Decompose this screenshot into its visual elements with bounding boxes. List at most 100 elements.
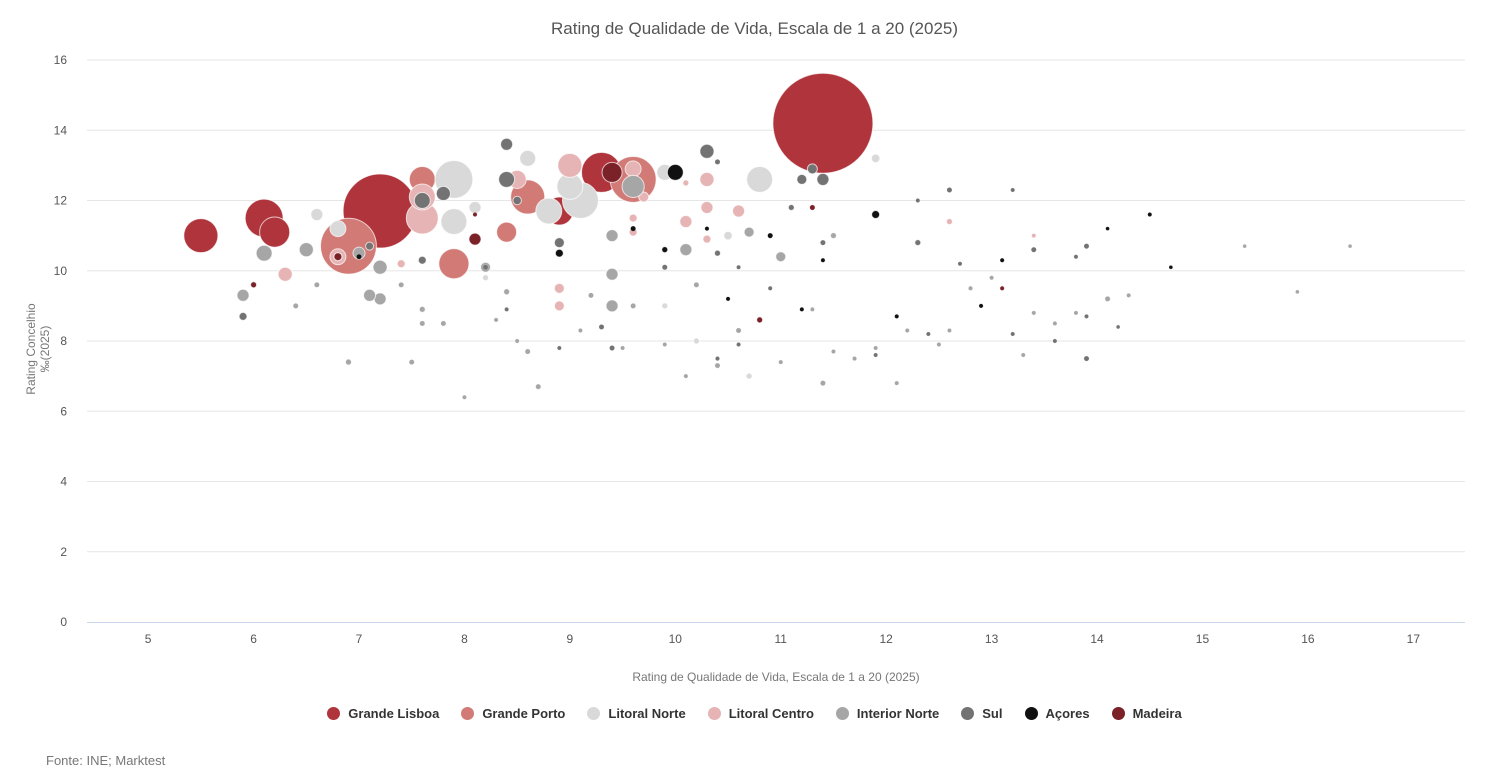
bubble-a-ores xyxy=(666,163,684,181)
y-tick-label: 2 xyxy=(60,545,67,559)
bubble-interior-norte xyxy=(524,348,531,355)
bubble-litoral-norte xyxy=(535,197,563,225)
bubble-sul xyxy=(609,345,615,351)
bubble-interior-norte xyxy=(714,362,721,369)
legend-item-acores[interactable]: Açores xyxy=(1024,706,1090,721)
bubble-litoral-centro xyxy=(553,300,565,312)
bubble-interior-norte xyxy=(947,328,952,333)
bubble-madeira xyxy=(333,252,343,262)
legend-label: Madeira xyxy=(1132,706,1182,721)
bubble-sul xyxy=(413,192,431,209)
bubble-litoral-centro xyxy=(553,282,565,294)
legend-marker xyxy=(461,707,475,720)
bubble-sul xyxy=(365,241,375,251)
bubble-madeira xyxy=(250,281,258,289)
bubble-madeira xyxy=(809,204,816,211)
bubble-sul xyxy=(662,264,668,270)
bubble-litoral-norte xyxy=(870,153,881,164)
bubble-interior-norte xyxy=(904,328,910,333)
bubble-litoral-centro xyxy=(396,259,406,269)
legend-label: Grande Porto xyxy=(482,706,566,721)
bubble-interior-norte xyxy=(810,307,815,312)
bubble-interior-norte xyxy=(236,288,250,302)
bubble-interior-norte xyxy=(493,317,499,323)
bubble-a-ores xyxy=(554,248,564,258)
bubble-sul xyxy=(417,255,427,265)
bubble-grande-porto xyxy=(438,248,470,280)
bubble-madeira xyxy=(756,316,764,324)
bubble-interior-norte xyxy=(372,259,388,275)
legend-label: Litoral Centro xyxy=(728,706,814,721)
bubble-interior-norte xyxy=(1052,321,1058,326)
legend-marker xyxy=(1111,707,1125,720)
legend-item-grande-porto[interactable]: Grande Porto xyxy=(461,706,565,721)
bubble-litoral-norte xyxy=(310,208,324,222)
bubble-sul xyxy=(1084,314,1089,319)
bubble-interior-norte xyxy=(1031,310,1037,316)
bubble-sul xyxy=(553,237,565,249)
x-tick-label: 6 xyxy=(250,632,257,646)
bubble-sul xyxy=(926,331,931,337)
legend-item-sul[interactable]: Sul xyxy=(961,706,1003,721)
y-tick-label: 16 xyxy=(54,53,68,67)
bubble-interior-norte xyxy=(535,383,542,390)
legend-item-litoral-centro[interactable]: Litoral Centro xyxy=(707,706,814,721)
legend-item-grande-lisboa[interactable]: Grande Lisboa xyxy=(327,706,439,721)
bubble-litoral-centro xyxy=(700,200,714,215)
x-tick-label: 17 xyxy=(1407,632,1421,646)
bubble-interior-norte xyxy=(662,342,668,347)
legend-label: Sul xyxy=(982,706,1003,721)
bubble-litoral-norte xyxy=(745,372,753,380)
bubble-interior-norte xyxy=(398,282,404,288)
legend-marker xyxy=(327,707,341,720)
bubble-interior-norte xyxy=(314,282,320,288)
bubble-grande-lisboa xyxy=(183,218,219,254)
bubble-a-ores xyxy=(725,296,731,302)
bubble-madeira xyxy=(999,286,1005,291)
bubble-sul xyxy=(238,311,248,321)
bubble-interior-norte xyxy=(873,345,878,351)
x-tick-label: 10 xyxy=(669,632,683,646)
bubble-sul xyxy=(1010,187,1015,193)
source-note: Fonte: INE; Marktest xyxy=(46,753,166,768)
x-tick-label: 12 xyxy=(879,632,893,646)
bubble-litoral-norte xyxy=(692,337,700,345)
bubble-sul xyxy=(946,187,953,193)
bubble-litoral-centro xyxy=(732,204,746,218)
bubble-madeira xyxy=(472,212,478,217)
bubble-sul xyxy=(714,159,721,165)
bubble-sul xyxy=(504,307,509,312)
legend-item-litoral-norte[interactable]: Litoral Norte xyxy=(587,706,686,721)
bubble-interior-norte xyxy=(968,286,973,291)
bubble-interior-norte xyxy=(820,380,826,386)
bubble-a-ores xyxy=(661,246,669,254)
bubble-sul xyxy=(736,264,741,270)
bubble-interior-norte xyxy=(831,349,836,354)
x-axis-label: Rating de Qualidade de Vida, Escala de 1… xyxy=(632,670,920,684)
bubble-sul xyxy=(713,249,722,257)
bubble-interior-norte xyxy=(1348,244,1353,249)
bubble-a-ores xyxy=(704,226,710,231)
x-tick-label: 5 xyxy=(145,632,152,646)
bubble-litoral-norte xyxy=(482,274,490,282)
bubble-interior-norte xyxy=(298,242,314,258)
bubble-interior-norte xyxy=(1073,310,1079,316)
bubble-sul xyxy=(482,264,489,270)
bubble-interior-norte xyxy=(588,292,594,299)
y-tick-label: 8 xyxy=(60,334,67,348)
bubble-interior-norte xyxy=(735,327,742,334)
bubble-interior-norte xyxy=(621,174,645,199)
bubble-sul xyxy=(915,198,921,203)
bubble-sul xyxy=(787,204,795,212)
bubble-grande-porto xyxy=(496,221,518,243)
bubble-sul xyxy=(914,239,922,247)
bubble-interior-norte xyxy=(255,244,273,262)
bubble-interior-norte xyxy=(605,229,619,243)
bubble-litoral-norte xyxy=(723,230,733,241)
legend-item-madeira[interactable]: Madeira xyxy=(1111,706,1182,721)
bubble-interior-norte xyxy=(514,338,520,344)
legend-item-interior-norte[interactable]: Interior Norte xyxy=(835,706,939,721)
bubble-interior-norte xyxy=(363,288,377,302)
legend-label: Litoral Norte xyxy=(608,706,686,721)
legend: Grande Lisboa Grande Porto Litoral Norte… xyxy=(0,706,1509,721)
